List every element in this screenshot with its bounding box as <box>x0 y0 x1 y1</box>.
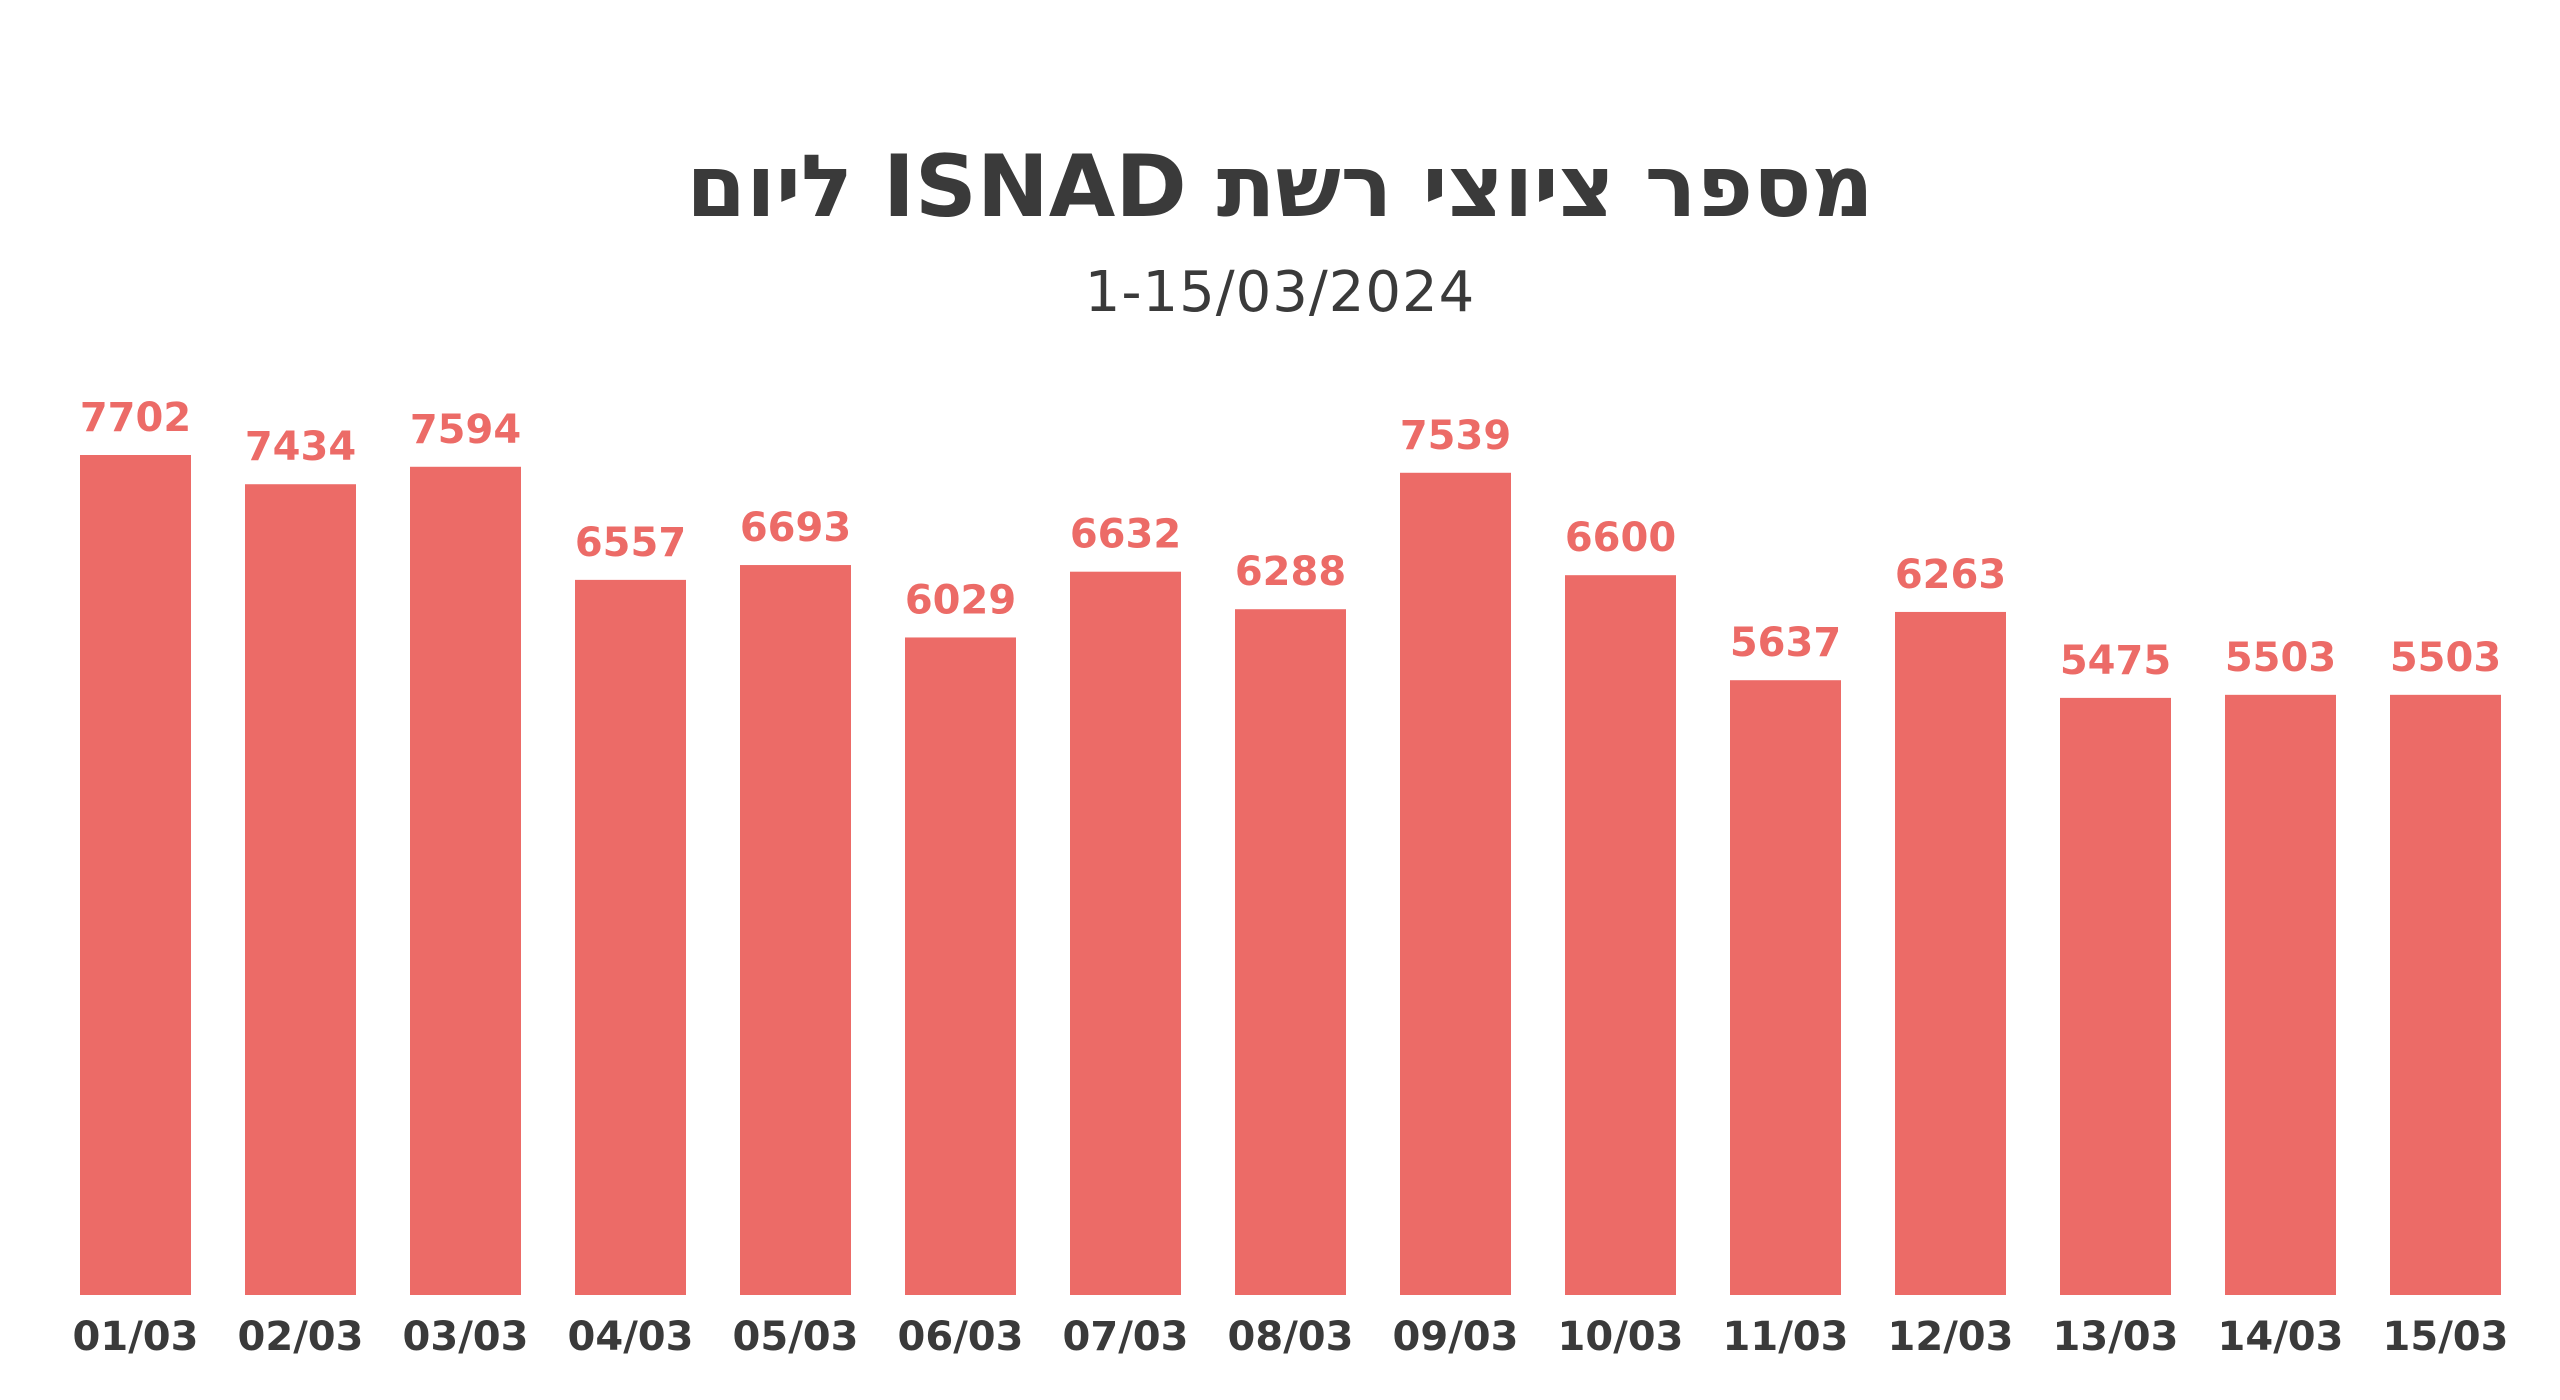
value-label-14: 5503 <box>2225 635 2336 681</box>
category-label-6: 06/03 <box>898 1314 1024 1360</box>
bar-1 <box>80 455 191 1295</box>
category-label-1: 01/03 <box>73 1314 199 1360</box>
bar-3 <box>410 466 521 1295</box>
value-label-4: 6557 <box>575 520 686 566</box>
bar-8 <box>1235 609 1346 1295</box>
value-label-10: 6600 <box>1565 515 1676 561</box>
bar-10 <box>1565 575 1676 1295</box>
category-label-9: 09/03 <box>1393 1314 1519 1360</box>
category-label-15: 15/03 <box>2383 1314 2509 1360</box>
chart-subtitle: 1-15/03/2024 <box>1084 260 1476 325</box>
value-label-6: 6029 <box>905 577 1016 623</box>
bar-2 <box>245 484 356 1295</box>
bar-9 <box>1400 472 1511 1295</box>
category-label-7: 07/03 <box>1063 1314 1189 1360</box>
category-label-12: 12/03 <box>1888 1314 2014 1360</box>
value-label-3: 7594 <box>410 407 521 453</box>
bar-5 <box>740 565 851 1295</box>
value-label-9: 7539 <box>1400 413 1511 459</box>
category-label-5: 05/03 <box>733 1314 859 1360</box>
category-label-10: 10/03 <box>1558 1314 1684 1360</box>
value-label-8: 6288 <box>1235 549 1346 595</box>
bar-14 <box>2225 694 2336 1295</box>
bar-15 <box>2390 694 2501 1295</box>
category-label-11: 11/03 <box>1723 1314 1849 1360</box>
bar-6 <box>905 637 1016 1295</box>
category-label-3: 03/03 <box>403 1314 529 1360</box>
chart-title: מספר ציוצי רשת ISNAD ליום <box>686 137 1874 237</box>
value-label-11: 5637 <box>1730 620 1841 666</box>
category-label-8: 08/03 <box>1228 1314 1354 1360</box>
category-label-4: 04/03 <box>568 1314 694 1360</box>
bar-13 <box>2060 697 2171 1295</box>
value-label-13: 5475 <box>2060 638 2171 684</box>
bar-12 <box>1895 611 2006 1295</box>
value-label-7: 6632 <box>1070 512 1181 558</box>
category-label-2: 02/03 <box>238 1314 364 1360</box>
category-label-14: 14/03 <box>2218 1314 2344 1360</box>
bar-7 <box>1070 571 1181 1295</box>
bar-11 <box>1730 680 1841 1295</box>
value-label-5: 6693 <box>740 505 851 551</box>
value-label-1: 7702 <box>80 395 191 441</box>
bar-4 <box>575 579 686 1295</box>
value-label-2: 7434 <box>245 424 356 470</box>
value-label-12: 6263 <box>1895 552 2006 598</box>
category-label-13: 13/03 <box>2053 1314 2179 1360</box>
value-label-15: 5503 <box>2390 635 2501 681</box>
